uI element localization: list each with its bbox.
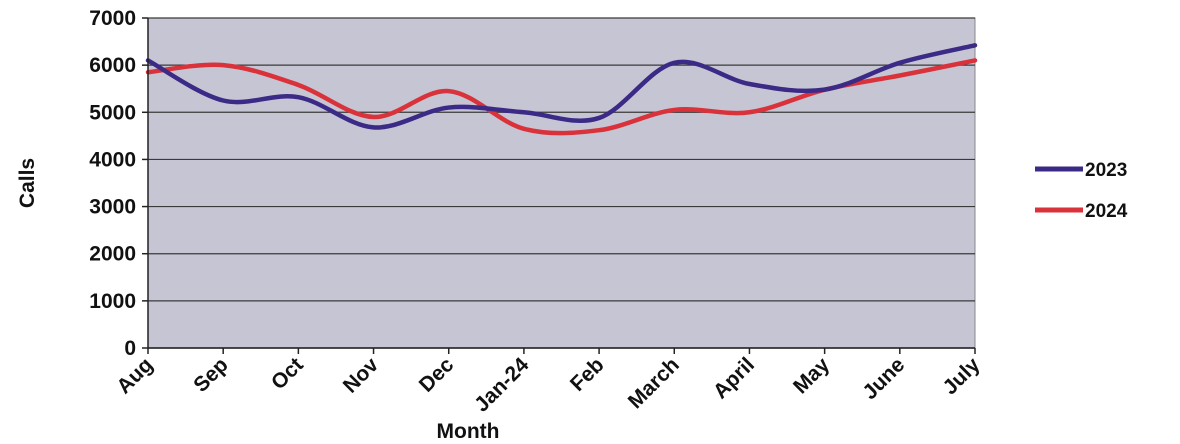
y-tick-labels: 0 1000 2000 3000 4000 5000 6000 7000 bbox=[89, 7, 136, 360]
x-tick-label: Feb bbox=[566, 353, 609, 396]
axes bbox=[142, 17, 976, 354]
x-tick-label: Jan-24 bbox=[470, 353, 534, 417]
x-tick-label: April bbox=[709, 353, 759, 403]
y-tick-label: 0 bbox=[124, 337, 136, 360]
x-tick-label: Aug bbox=[112, 353, 157, 398]
x-tick-label: Nov bbox=[339, 353, 384, 398]
legend-label-2024: 2024 bbox=[1085, 201, 1128, 222]
y-tick-label: 2000 bbox=[89, 243, 136, 266]
series-line-2023 bbox=[145, 43, 978, 130]
y-tick-label: 4000 bbox=[89, 148, 136, 171]
x-tick-label: July bbox=[939, 353, 985, 399]
x-tick-labels: Aug Sep Oct Nov Dec Jan-24 Feb March April May Jun… bbox=[112, 353, 984, 417]
x-tick-label: March bbox=[624, 353, 684, 413]
x-tick-label: Dec bbox=[415, 353, 459, 397]
gridlines bbox=[148, 17, 975, 349]
y-tick-label: 3000 bbox=[89, 196, 136, 219]
series-lines bbox=[145, 43, 978, 136]
legend: 2023 2024 bbox=[1035, 160, 1128, 222]
y-axis-title: Calls bbox=[16, 158, 39, 208]
x-tick-label: May bbox=[789, 353, 834, 398]
y-tick-label: 7000 bbox=[89, 7, 136, 30]
y-tick-label: 6000 bbox=[89, 54, 136, 77]
y-tick-label: 5000 bbox=[89, 101, 136, 124]
x-tick-label: June bbox=[858, 353, 909, 404]
plot-area bbox=[147, 17, 976, 349]
legend-label-2023: 2023 bbox=[1085, 160, 1127, 181]
x-tick-label: Sep bbox=[189, 353, 232, 396]
y-tick-label: 1000 bbox=[89, 290, 136, 313]
x-tick-label: Oct bbox=[267, 353, 308, 394]
x-axis-title: Month bbox=[437, 420, 500, 443]
